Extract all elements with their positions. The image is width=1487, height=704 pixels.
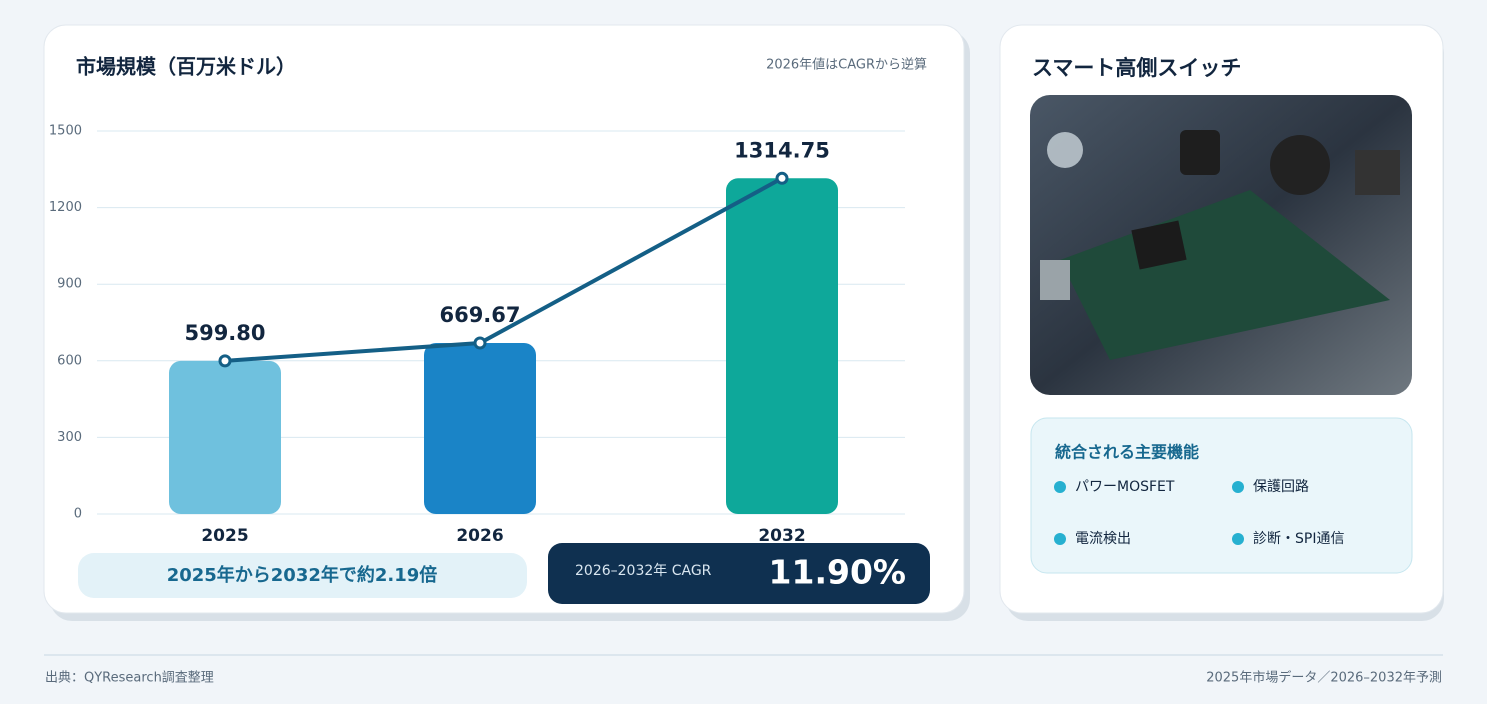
trend-point	[775, 171, 789, 185]
trend-point	[218, 354, 232, 368]
y-tick-label: 900	[57, 277, 82, 292]
features-title: 統合される主要機能	[1055, 443, 1199, 462]
chart-title: 市場規模（百万米ドル）	[76, 55, 296, 79]
cagr-label: 2026–2032年 CAGR	[575, 563, 712, 579]
product-photo	[1030, 95, 1412, 395]
y-tick-label: 300	[57, 430, 82, 445]
x-tick-label: 2032	[758, 526, 805, 546]
y-tick-label: 600	[57, 353, 82, 368]
y-tick-label: 0	[74, 507, 82, 522]
multiplier-text: 2025年から2032年で約2.19倍	[167, 564, 438, 586]
feature-dot	[1232, 533, 1244, 545]
features-box	[1030, 417, 1413, 574]
cagr-value: 11.90%	[769, 553, 906, 592]
feature-label: 診断・SPI通信	[1253, 531, 1344, 547]
footer-note: 2025年市場データ／2026–2032年予測	[1206, 670, 1442, 686]
bar	[726, 178, 838, 514]
value-label: 599.80	[184, 321, 265, 345]
y-tick-label: 1200	[49, 200, 82, 215]
feature-dot	[1232, 481, 1244, 493]
value-label: 1314.75	[734, 138, 830, 162]
bar	[169, 360, 281, 514]
y-tick-label: 1500	[49, 124, 82, 139]
feature-dot	[1054, 533, 1066, 545]
product-title: スマート高側スイッチ	[1032, 56, 1241, 80]
x-tick-label: 2025	[201, 526, 248, 546]
feature-dot	[1054, 481, 1066, 493]
value-label: 669.67	[439, 303, 520, 327]
chart-note: 2026年値はCAGRから逆算	[766, 57, 927, 73]
bar	[424, 343, 536, 514]
feature-label: パワーMOSFET	[1075, 479, 1175, 495]
multiplier-box	[78, 553, 527, 598]
trend-point	[473, 336, 487, 350]
cagr-box	[548, 543, 930, 604]
feature-label: 保護回路	[1253, 479, 1309, 495]
footer-source: 出典：QYResearch調査整理	[45, 671, 214, 686]
x-tick-label: 2026	[456, 526, 503, 546]
feature-label: 電流検出	[1075, 531, 1131, 547]
